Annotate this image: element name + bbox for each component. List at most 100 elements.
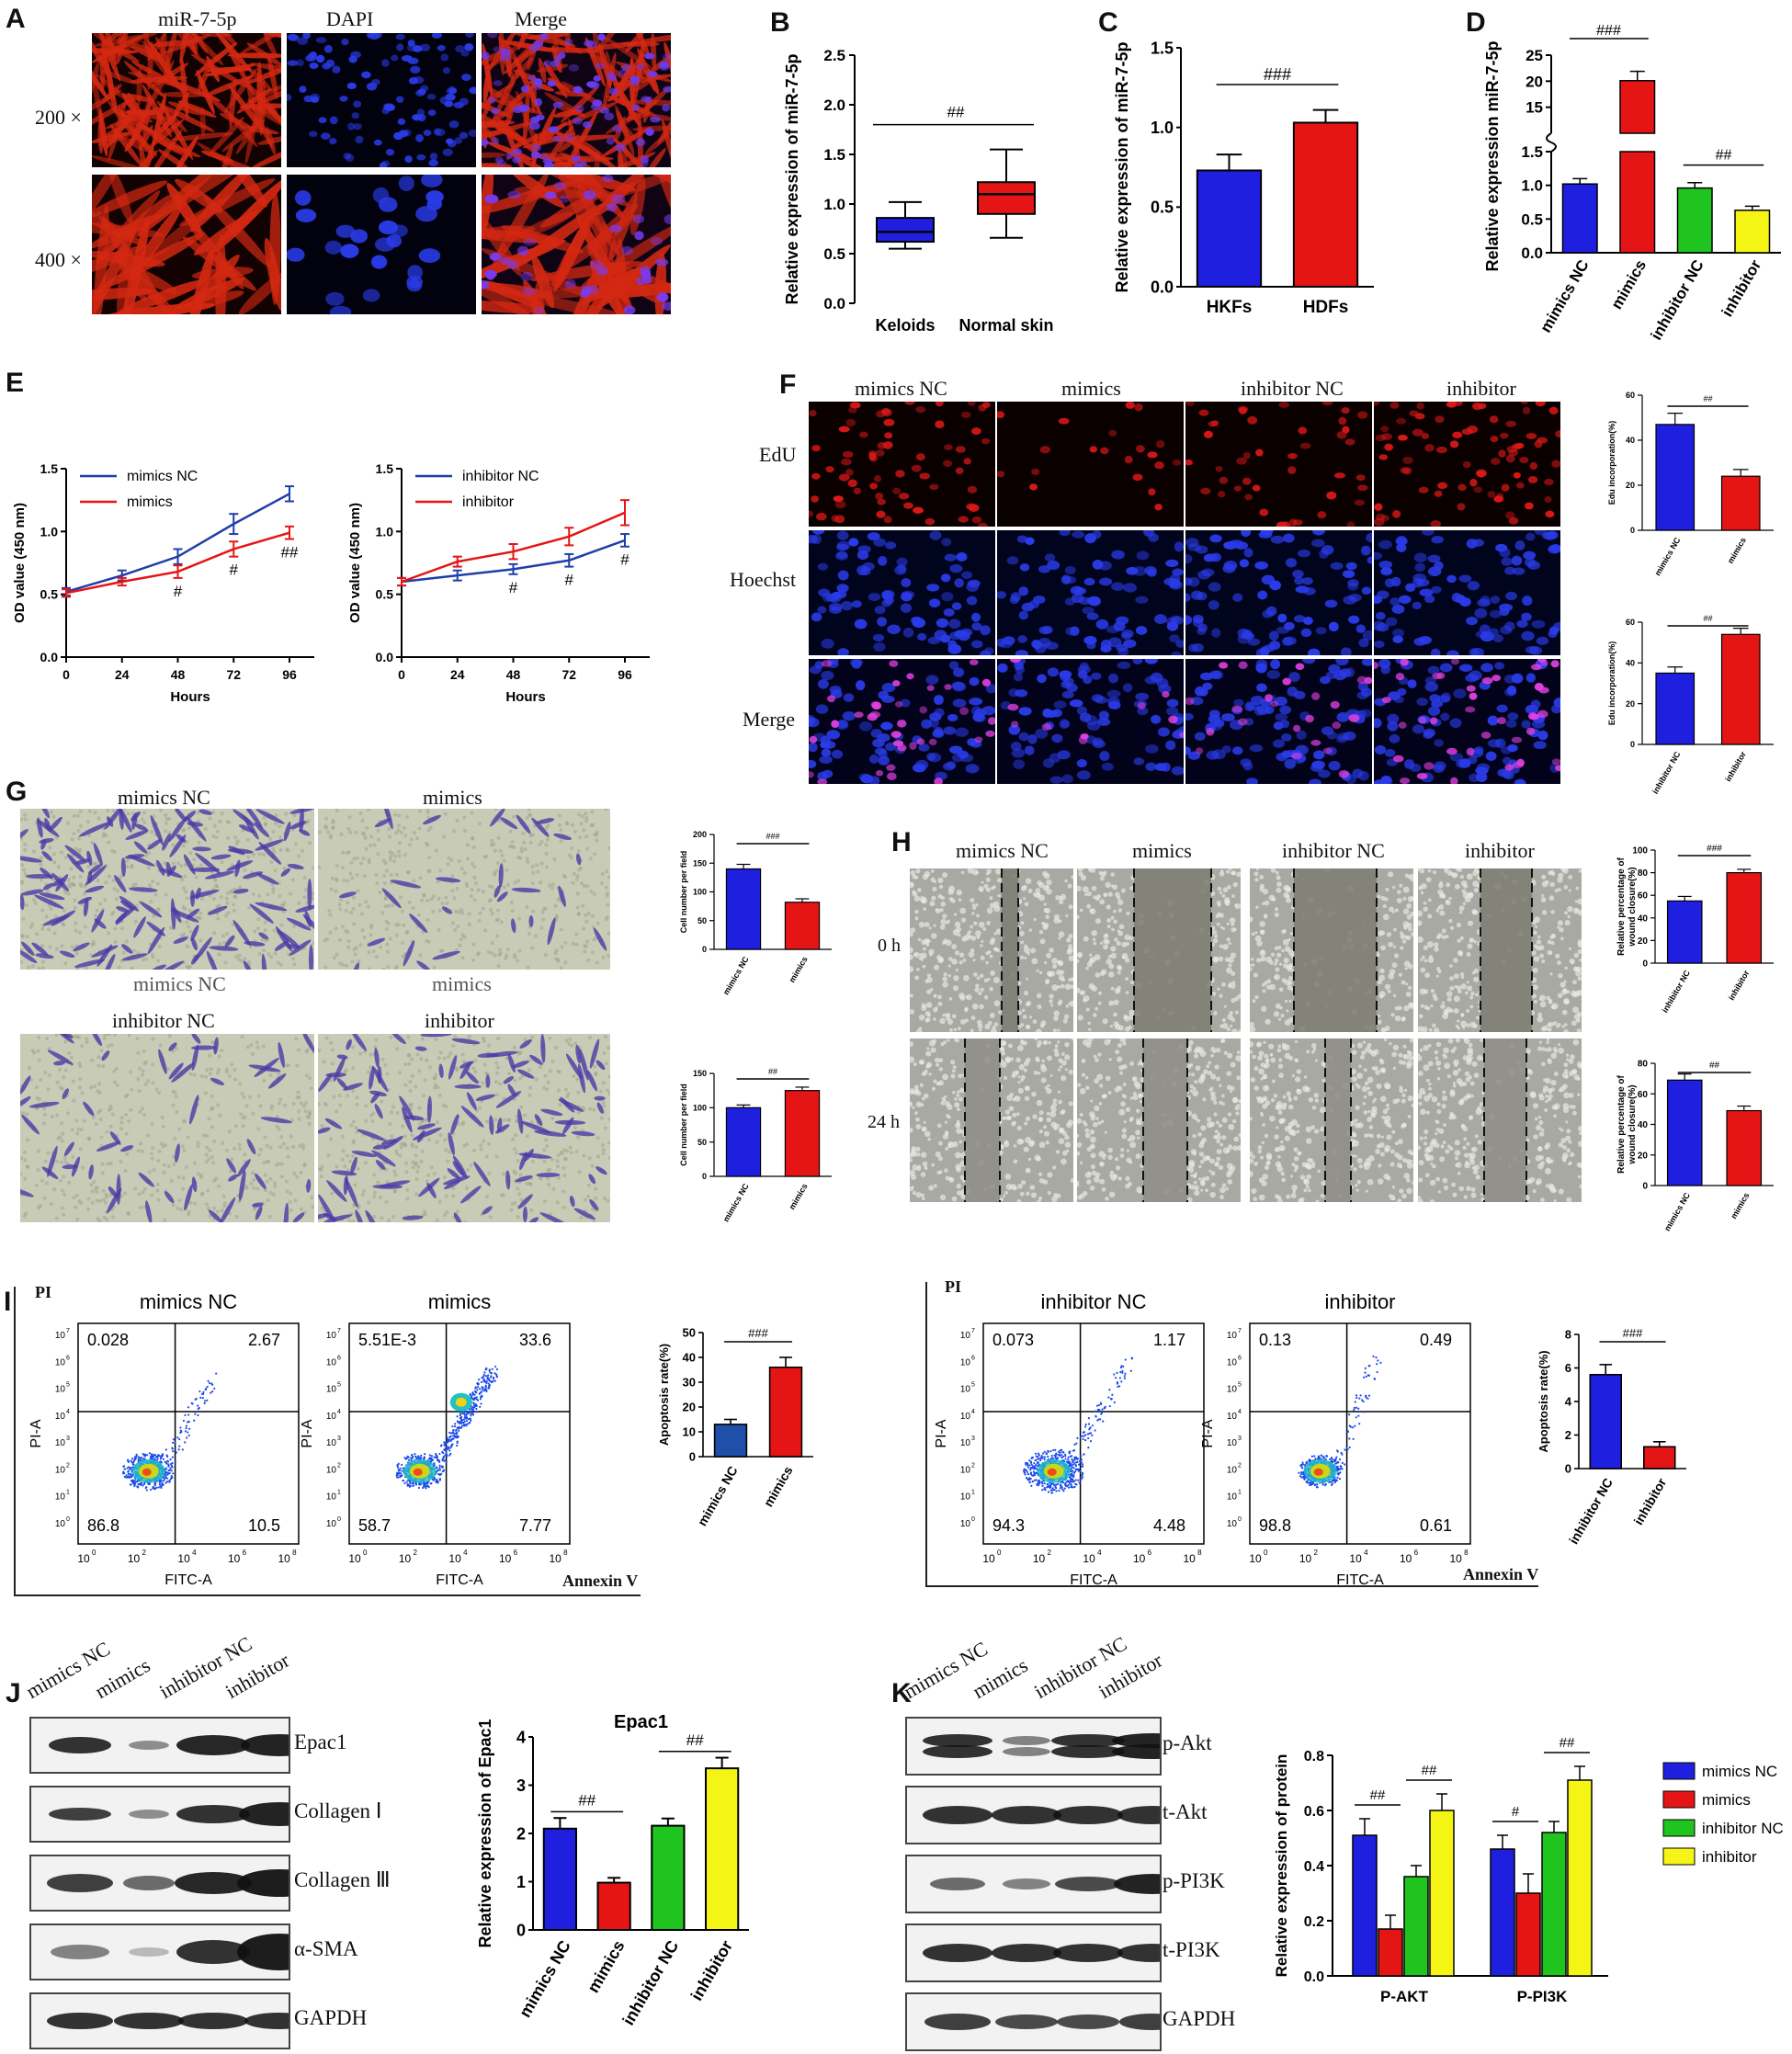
cell-mark xyxy=(971,1003,979,1010)
nucleus-mark xyxy=(1534,439,1543,448)
pore-mark xyxy=(255,1040,259,1045)
pore-mark xyxy=(151,1062,155,1067)
nucleus-mark xyxy=(1174,541,1184,552)
cell-mark xyxy=(448,1055,457,1080)
nucleus-mark xyxy=(548,126,560,133)
pore-mark xyxy=(435,1219,439,1222)
pore-mark xyxy=(463,1220,468,1222)
cell-mark xyxy=(939,1017,946,1025)
nucleus-mark xyxy=(1375,611,1386,620)
pore-mark xyxy=(210,1125,214,1129)
nucleus-mark xyxy=(1185,697,1195,706)
pore-mark xyxy=(78,823,83,828)
pore-mark xyxy=(437,928,441,933)
pore-mark xyxy=(111,910,116,914)
pore-mark xyxy=(291,1102,296,1106)
cell-mark xyxy=(958,898,962,902)
nucleus-mark xyxy=(1398,435,1408,441)
nucleus-mark xyxy=(1321,544,1334,555)
cell-mark xyxy=(417,1123,436,1130)
pore-mark xyxy=(386,921,391,925)
pore-mark xyxy=(527,809,531,811)
pore-mark xyxy=(562,1148,567,1152)
pore-mark xyxy=(62,1156,67,1161)
pore-mark xyxy=(482,855,487,859)
pore-mark xyxy=(339,832,344,836)
cell-mark xyxy=(452,1161,465,1177)
cell-mark xyxy=(917,888,922,892)
cell-mark xyxy=(1057,959,1060,964)
pore-mark xyxy=(573,829,577,834)
nucleus-mark xyxy=(874,606,886,615)
pore-mark xyxy=(192,857,197,862)
cell-mark xyxy=(942,982,948,988)
nucleus-mark xyxy=(843,693,855,702)
pore-mark xyxy=(360,819,365,823)
pore-mark xyxy=(42,1196,47,1200)
pore-mark xyxy=(525,904,529,909)
pore-mark xyxy=(273,1184,278,1188)
nucleus-mark xyxy=(1458,664,1473,672)
nucleus-mark xyxy=(629,79,640,86)
pore-mark xyxy=(579,1215,584,1220)
nucleus-mark xyxy=(1157,727,1170,737)
pore-mark xyxy=(294,1037,299,1041)
cell-mark xyxy=(309,944,314,970)
pore-mark xyxy=(594,833,598,837)
pore-mark xyxy=(243,1115,247,1119)
nucleus-mark xyxy=(969,697,983,706)
cell-mark xyxy=(1017,981,1022,985)
nucleus-mark xyxy=(296,59,304,67)
pore-mark xyxy=(356,1167,360,1172)
pore-mark xyxy=(476,888,481,892)
pore-mark xyxy=(37,1058,41,1062)
pore-mark xyxy=(405,1187,410,1192)
pore-mark xyxy=(150,1157,154,1162)
nucleus-mark xyxy=(1135,692,1150,701)
pore-mark xyxy=(42,1106,47,1111)
nucleus-mark xyxy=(1416,698,1428,707)
pore-mark xyxy=(527,1068,532,1072)
pore-mark xyxy=(80,1091,85,1095)
nucleus-mark xyxy=(1550,660,1559,668)
cell-mark xyxy=(103,953,116,970)
pore-mark xyxy=(440,902,445,906)
pore-mark xyxy=(243,1152,247,1157)
cell-mark xyxy=(306,1179,312,1193)
nucleus-mark xyxy=(911,464,922,472)
pore-mark xyxy=(575,905,580,910)
cell-mark xyxy=(255,1206,263,1220)
cell-mark xyxy=(1020,1023,1025,1027)
nucleus-mark xyxy=(836,584,849,593)
cell-mark xyxy=(205,870,234,879)
pore-mark xyxy=(107,840,111,845)
nucleus-mark xyxy=(881,589,895,600)
pore-mark xyxy=(52,860,57,865)
pore-mark xyxy=(437,908,442,913)
nucleus-mark xyxy=(1277,613,1287,623)
category-label: inhibitor NC xyxy=(619,1937,683,2028)
pore-mark xyxy=(108,1104,113,1108)
pore-mark xyxy=(70,1055,74,1060)
pore-mark xyxy=(166,1164,171,1169)
cell-mark xyxy=(198,33,233,38)
pore-mark xyxy=(91,1116,96,1120)
pore-mark xyxy=(467,922,471,926)
nucleus-mark xyxy=(1223,560,1238,571)
cell-mark xyxy=(505,1170,511,1190)
pore-mark xyxy=(179,863,184,868)
nucleus-mark xyxy=(970,640,983,649)
pore-mark xyxy=(270,1104,275,1108)
cell-mark xyxy=(208,1209,222,1222)
nucleus-mark xyxy=(876,410,886,418)
nucleus-mark xyxy=(1194,686,1206,697)
pore-mark xyxy=(444,895,448,900)
y-tick-label: 1.0 xyxy=(40,524,59,539)
pore-mark xyxy=(385,1072,390,1076)
pore-mark xyxy=(303,1101,308,1106)
cell-mark xyxy=(947,957,953,961)
cell-mark xyxy=(1053,1010,1060,1017)
cell-mark xyxy=(131,812,138,830)
nucleus-mark xyxy=(340,244,359,258)
cell-mark xyxy=(150,815,164,846)
